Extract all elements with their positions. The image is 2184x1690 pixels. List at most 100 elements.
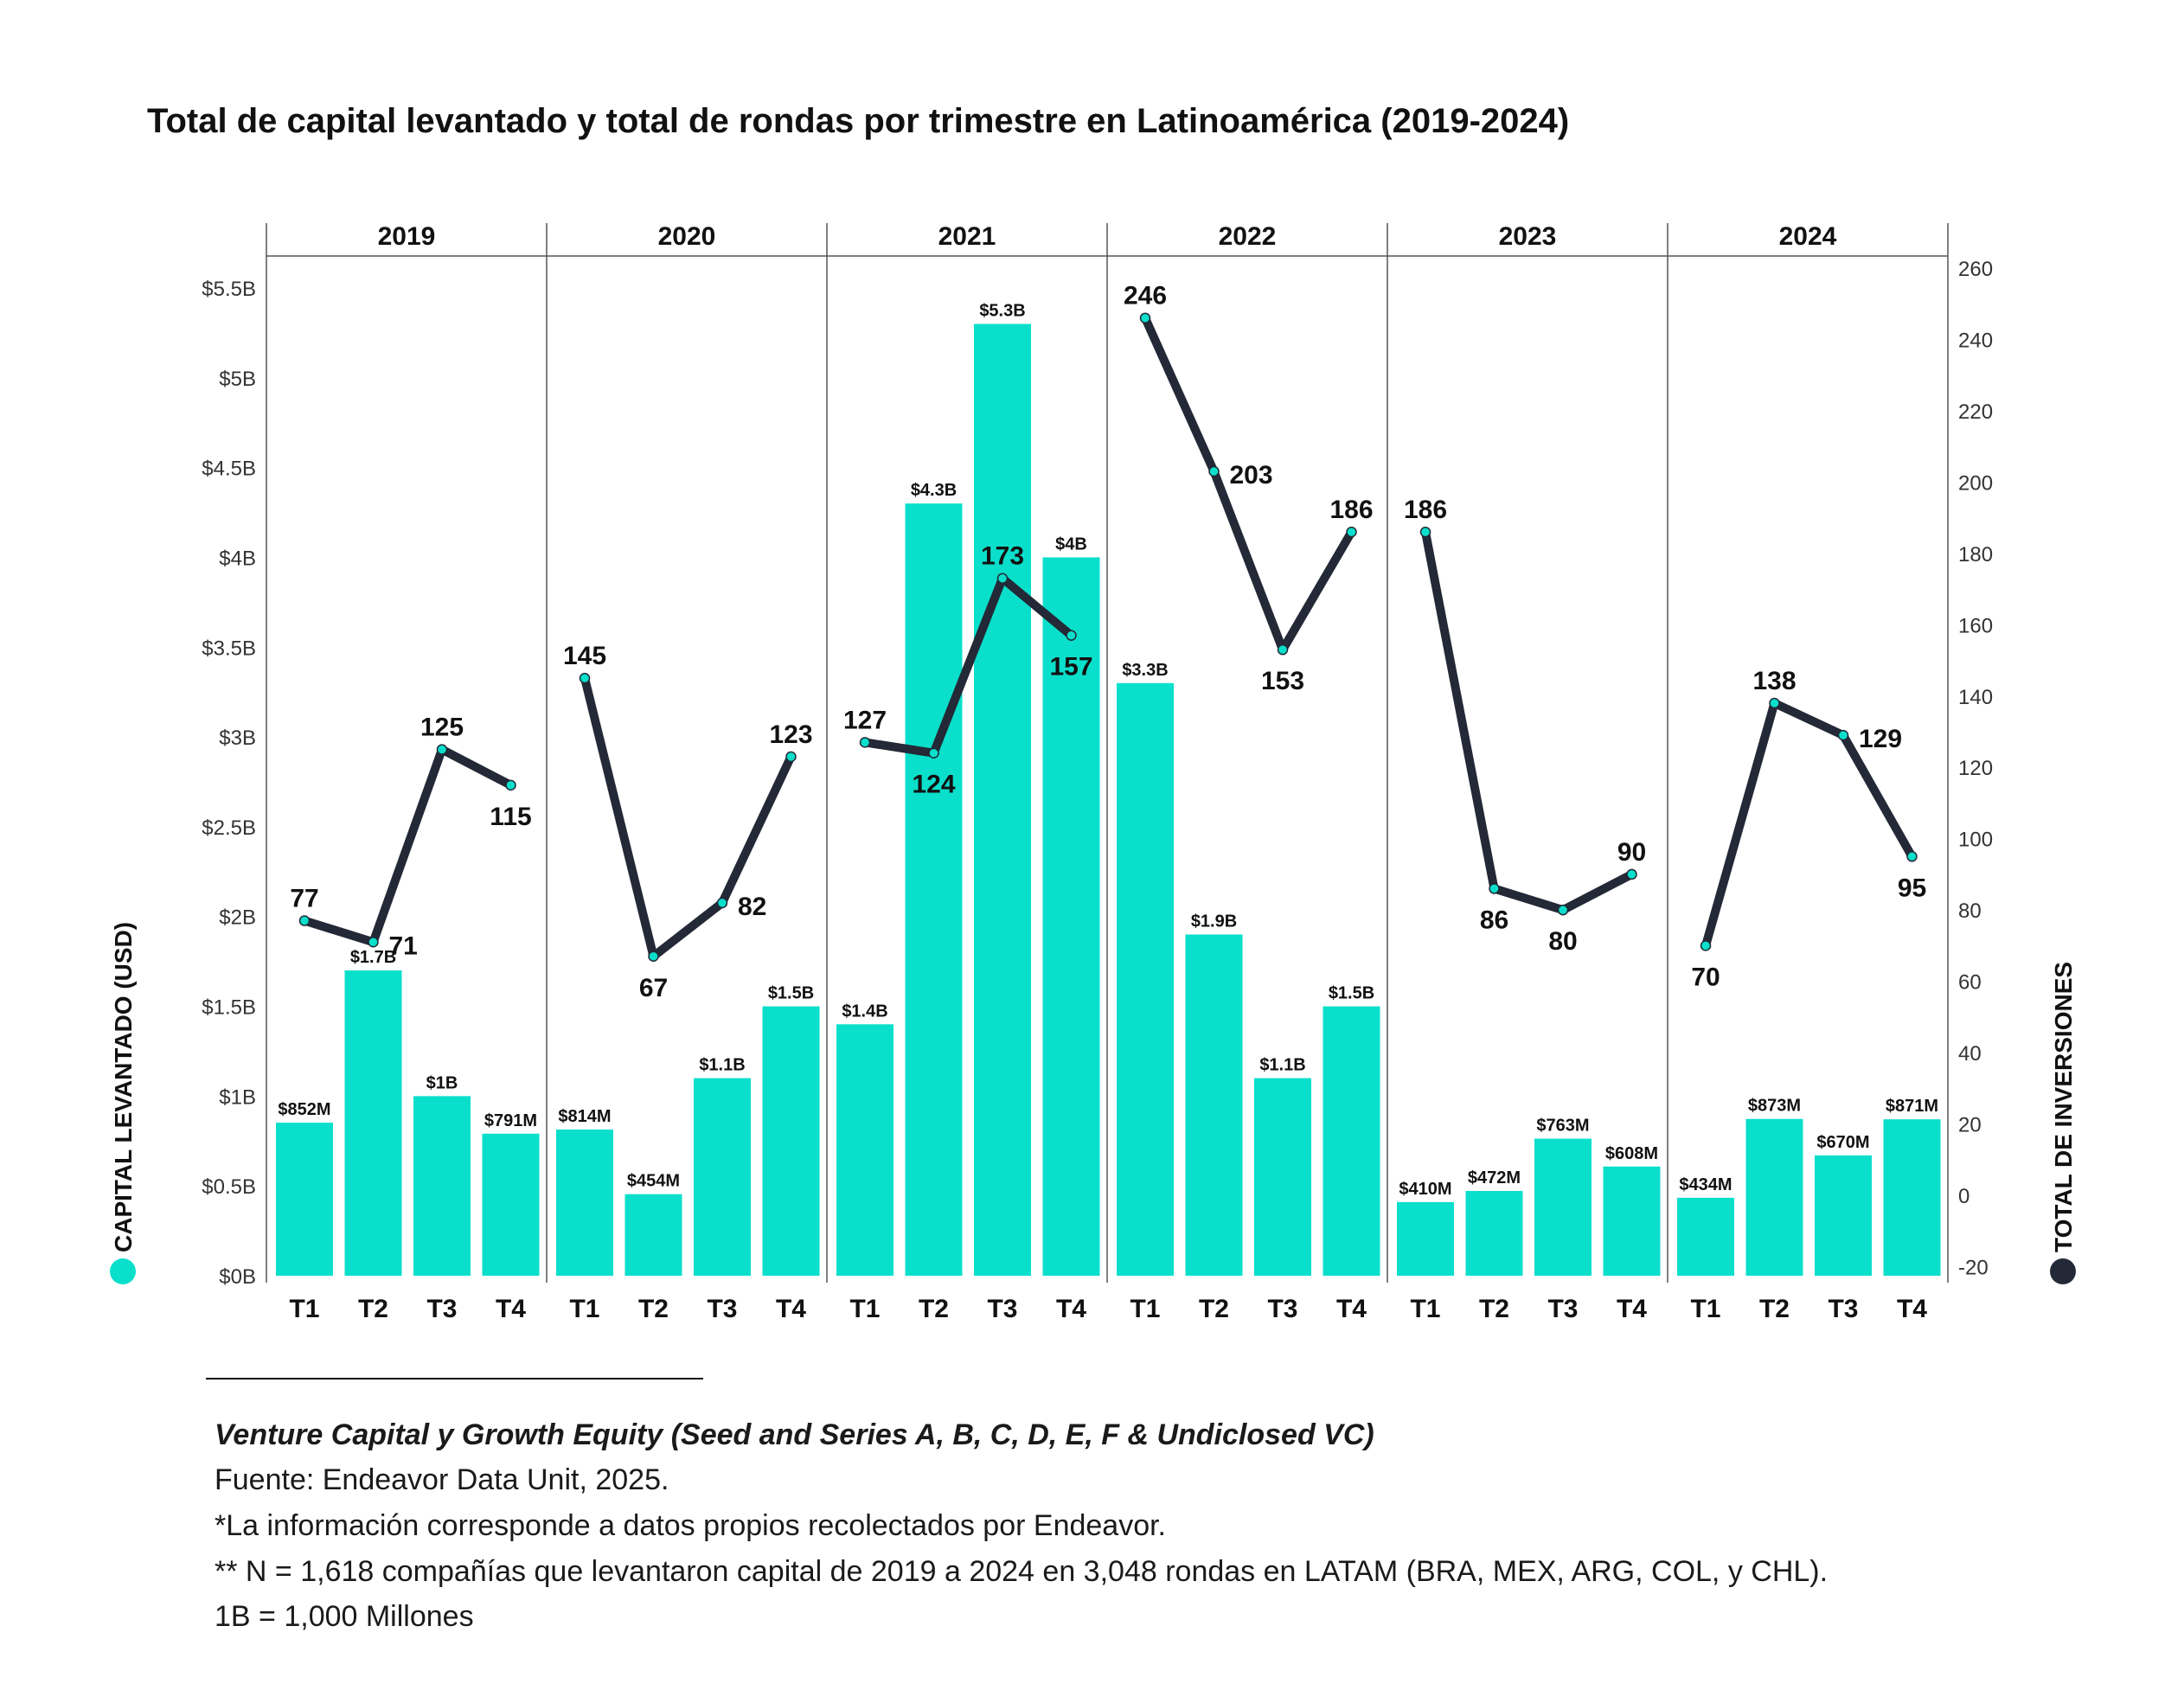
left-tick-label: $5.5B xyxy=(202,278,256,301)
quarter-tick-label: T3 xyxy=(1547,1295,1578,1323)
quarter-tick-label: T1 xyxy=(569,1295,599,1323)
bar-value-label: $1.5B xyxy=(1329,984,1374,1003)
quarter-tick-label: T3 xyxy=(707,1295,737,1323)
quarter-tick-label: T4 xyxy=(1336,1295,1367,1323)
quarter-tick-label: T2 xyxy=(358,1295,388,1323)
quarter-tick-label: T3 xyxy=(1828,1295,1858,1323)
left-axis-title: CAPITAL LEVANTADO (USD) xyxy=(110,922,137,1252)
line-point xyxy=(436,744,448,755)
line-point xyxy=(1837,729,1849,741)
line-point xyxy=(1346,526,1357,538)
left-tick-label: $2.5B xyxy=(202,816,256,840)
line-value-label: 186 xyxy=(1329,496,1373,524)
line-point xyxy=(1906,851,1918,862)
bar-value-label: $852M xyxy=(278,1100,330,1119)
bar-value-label: $670M xyxy=(1816,1133,1869,1152)
bar-value-label: $791M xyxy=(484,1111,537,1130)
left-tick-label: $1B xyxy=(219,1085,256,1109)
year-header: 2023 xyxy=(1499,222,1557,251)
bar xyxy=(1117,682,1174,1276)
left-tick-label: $0.5B xyxy=(202,1175,256,1199)
bar-value-label: $1B xyxy=(426,1073,458,1092)
line-value-label: 70 xyxy=(1691,963,1720,991)
line-value-label: 138 xyxy=(1752,667,1796,695)
bar xyxy=(1254,1078,1311,1276)
left-tick-label: $1.5B xyxy=(202,996,256,1020)
right-tick-label: 100 xyxy=(1958,829,1993,852)
line-value-label: 246 xyxy=(1124,282,1167,310)
bar-value-label: $434M xyxy=(1679,1175,1732,1194)
line-point xyxy=(1626,868,1637,880)
footnote-unit: 1B = 1,000 Millones xyxy=(215,1600,474,1633)
line-point xyxy=(579,672,591,684)
bar xyxy=(1534,1138,1592,1276)
line-point xyxy=(785,751,797,763)
line-value-label: 123 xyxy=(769,720,812,749)
right-tick-label: 240 xyxy=(1958,329,1993,352)
line-point xyxy=(1557,904,1569,916)
right-tick-label: 0 xyxy=(1958,1185,1969,1208)
line-value-label: 90 xyxy=(1617,838,1646,867)
legend-dot-capital xyxy=(110,1258,136,1284)
quarter-tick-label: T1 xyxy=(1690,1295,1720,1323)
bar xyxy=(762,1006,820,1276)
footnote-divider xyxy=(206,1378,703,1380)
right-tick-label: 160 xyxy=(1958,614,1993,637)
quarter-tick-label: T2 xyxy=(638,1295,669,1323)
bar-value-label: $608M xyxy=(1605,1144,1658,1163)
combo-chart: 2019 2020 2021 2022 2023 2024 $0B $0.5B $1B $1.5B… xyxy=(110,222,2077,1323)
line-value-label: 203 xyxy=(1230,461,1273,490)
line-value-label: 86 xyxy=(1480,906,1508,934)
line-value-label: 95 xyxy=(1898,874,1926,902)
footnote-info: *La información corresponde a datos prop… xyxy=(215,1509,1167,1542)
line-value-label: 82 xyxy=(738,893,766,921)
year-header: 2021 xyxy=(938,222,996,251)
investments-line xyxy=(580,674,796,961)
bar xyxy=(556,1129,613,1276)
quarter-tick-label: T3 xyxy=(426,1295,457,1323)
bar xyxy=(1815,1155,1872,1276)
bar xyxy=(1185,934,1243,1276)
bar xyxy=(974,323,1031,1276)
bar-value-label: $1.9B xyxy=(1191,912,1237,931)
footnote-scope: Venture Capital y Growth Equity (Seed an… xyxy=(215,1418,1374,1451)
bar-value-label: $1.1B xyxy=(699,1056,745,1075)
line-point xyxy=(1769,697,1780,709)
investments-line xyxy=(861,573,1076,758)
line-point xyxy=(368,937,379,948)
bar xyxy=(276,1123,333,1276)
right-tick-label: 260 xyxy=(1958,258,1993,281)
line-value-label: 127 xyxy=(843,706,887,734)
bar xyxy=(905,503,963,1276)
quarter-tick-label: T2 xyxy=(1759,1295,1790,1323)
line-value-label: 157 xyxy=(1049,653,1092,682)
line-value-label: 124 xyxy=(912,771,955,799)
left-tick-label: $4B xyxy=(219,547,256,570)
quarter-tick-label: T4 xyxy=(496,1295,526,1323)
bar-value-label: $871M xyxy=(1886,1097,1938,1116)
right-tick-label: 60 xyxy=(1958,971,1982,995)
legend-dot-inversiones xyxy=(2050,1258,2076,1284)
bar xyxy=(1883,1119,1941,1276)
line-point xyxy=(1208,465,1220,477)
bar-value-label: $4.3B xyxy=(911,481,957,500)
line-value-label: 71 xyxy=(389,931,418,960)
line-value-label: 80 xyxy=(1548,927,1577,956)
quarter-tick-label: T1 xyxy=(1130,1295,1160,1323)
right-tick-label: 220 xyxy=(1958,400,1993,424)
bar xyxy=(694,1078,751,1276)
quarter-tick-label: T4 xyxy=(1897,1295,1927,1323)
bar-value-label: $873M xyxy=(1748,1097,1801,1116)
line-value-label: 125 xyxy=(420,714,464,742)
quarter-tick-label: T3 xyxy=(1267,1295,1297,1323)
left-tick-label: $5B xyxy=(219,368,256,391)
bar xyxy=(1397,1201,1454,1276)
bar xyxy=(344,970,402,1276)
bar-value-label: $1.4B xyxy=(842,1002,887,1021)
bar-value-label: $1.5B xyxy=(768,984,814,1003)
line-point xyxy=(859,737,871,748)
quarter-tick-label: T2 xyxy=(919,1295,949,1323)
quarter-tick-label: T1 xyxy=(289,1295,319,1323)
bar-value-label: $454M xyxy=(627,1172,680,1191)
line-point xyxy=(928,747,939,759)
